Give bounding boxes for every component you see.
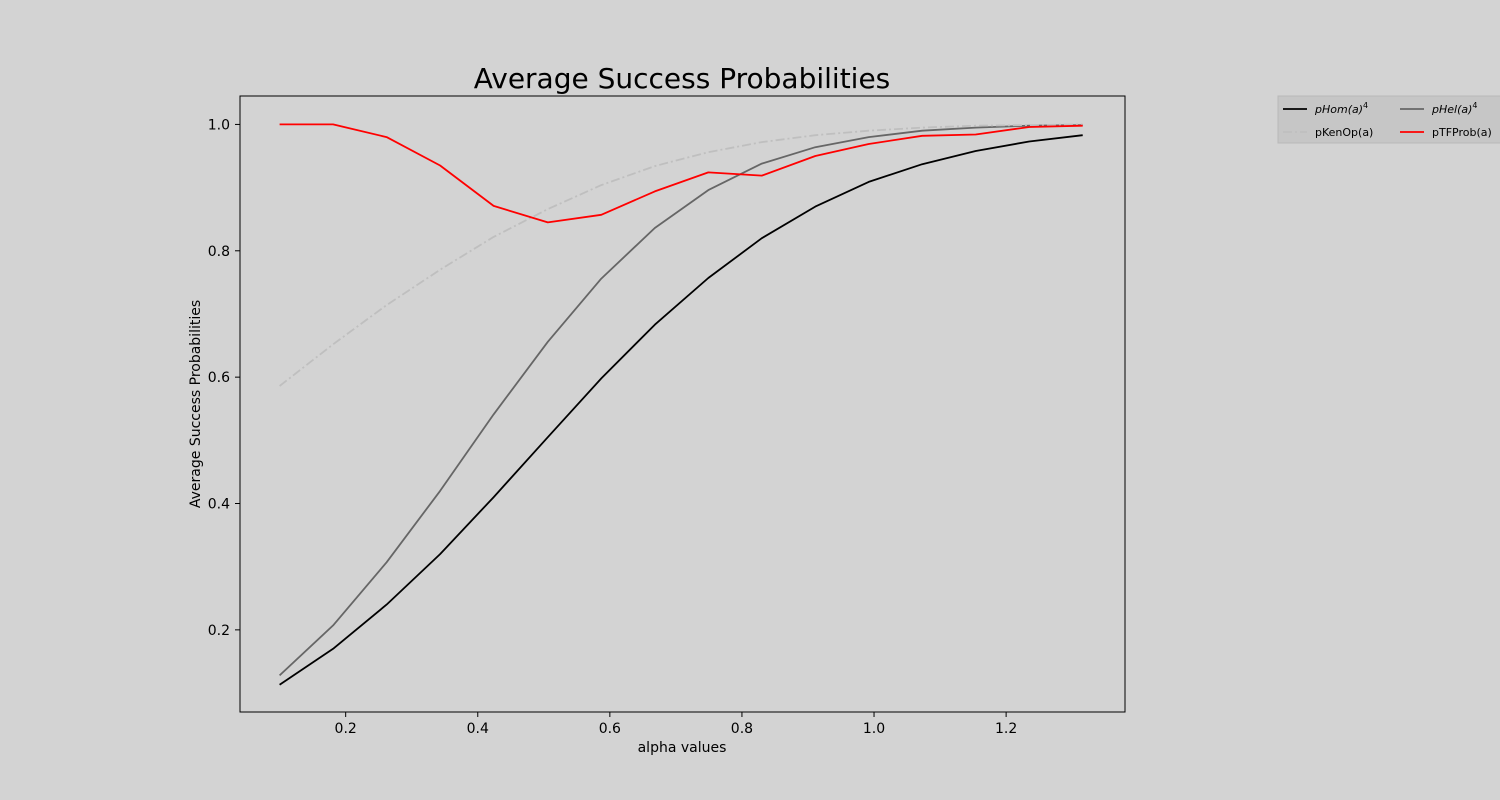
legend-box xyxy=(1277,95,1500,144)
x-tick-label: 0.4 xyxy=(467,721,489,737)
x-axis-label: alpha values xyxy=(638,740,727,756)
y-axis-label: Average Success Probabilities xyxy=(188,300,204,508)
legend-label-name: pHom(a) xyxy=(1314,103,1363,116)
x-tick-label: 0.8 xyxy=(731,721,753,737)
chart-title: Average Success Probabilities xyxy=(474,62,891,95)
series-line-pkenopa xyxy=(279,123,1083,387)
y-axis: 0.2 0.4 0.6 0.8 1.0 xyxy=(208,117,240,639)
series-line-ptfproba xyxy=(279,123,1083,224)
y-tick-label: 0.4 xyxy=(208,497,230,513)
legend-label: pTFProb(a) xyxy=(1432,126,1492,139)
x-tick-label: 1.2 xyxy=(995,721,1017,737)
x-tick-label: 0.6 xyxy=(599,721,621,737)
series-line-phoma xyxy=(279,134,1083,686)
x-tick-label: 0.2 xyxy=(335,721,357,737)
y-tick-label: 1.0 xyxy=(208,117,230,133)
legend-label-superscript: 4 xyxy=(1472,101,1477,110)
legend-label-superscript: 4 xyxy=(1363,101,1368,110)
plot-area xyxy=(239,95,1126,713)
x-axis: 0.2 0.4 0.6 0.8 1.0 1.2 xyxy=(335,712,1017,737)
series-line-phela xyxy=(278,124,1083,677)
x-tick-label: 1.0 xyxy=(863,721,885,737)
y-tick-label: 0.2 xyxy=(208,623,230,639)
series-lines xyxy=(278,123,1083,686)
legend-label: pHel(a)4 xyxy=(1431,101,1478,116)
legend-label-name: pKenOp(a) xyxy=(1315,126,1373,139)
legend-label-name: pTFProb(a) xyxy=(1432,126,1492,139)
legend-label-name: pHel(a) xyxy=(1431,103,1472,116)
legend-label: pKenOp(a) xyxy=(1315,126,1373,139)
y-tick-label: 0.6 xyxy=(208,370,230,386)
y-tick-label: 0.8 xyxy=(208,244,230,260)
legend-label: pHom(a)4 xyxy=(1314,101,1368,116)
